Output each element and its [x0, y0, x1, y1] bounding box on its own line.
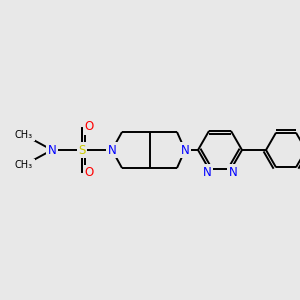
Text: N: N	[202, 166, 211, 178]
Text: N: N	[181, 143, 189, 157]
Text: S: S	[78, 143, 86, 157]
Text: CH₃: CH₃	[15, 160, 33, 170]
Text: N: N	[108, 143, 116, 157]
Text: N: N	[48, 143, 56, 157]
Text: O: O	[84, 121, 94, 134]
Text: O: O	[84, 167, 94, 179]
Text: CH₃: CH₃	[15, 130, 33, 140]
Text: N: N	[229, 166, 237, 178]
